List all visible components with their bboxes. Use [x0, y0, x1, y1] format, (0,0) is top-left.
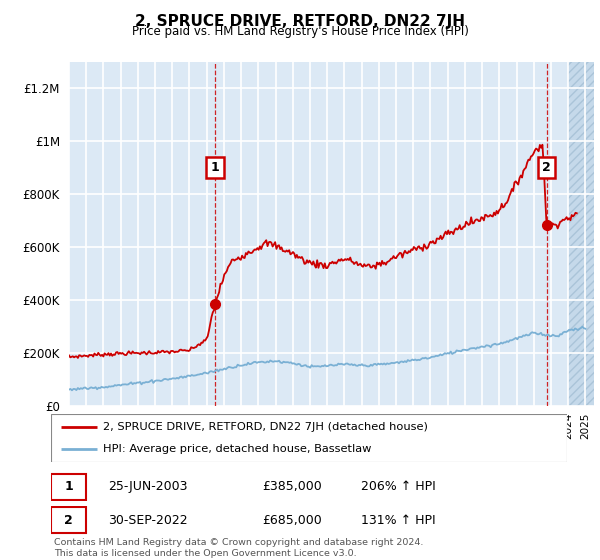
Bar [51, 507, 86, 533]
Text: Price paid vs. HM Land Registry's House Price Index (HPI): Price paid vs. HM Land Registry's House … [131, 25, 469, 38]
Bar [568, 62, 594, 406]
Text: 25-JUN-2003: 25-JUN-2003 [108, 480, 187, 493]
Text: 2, SPRUCE DRIVE, RETFORD, DN22 7JH: 2, SPRUCE DRIVE, RETFORD, DN22 7JH [135, 14, 465, 29]
Text: Contains HM Land Registry data © Crown copyright and database right 2024.
This d: Contains HM Land Registry data © Crown c… [54, 538, 424, 558]
Text: 131% ↑ HPI: 131% ↑ HPI [361, 514, 435, 527]
Text: 2, SPRUCE DRIVE, RETFORD, DN22 7JH (detached house): 2, SPRUCE DRIVE, RETFORD, DN22 7JH (deta… [103, 422, 427, 432]
Text: 2: 2 [64, 514, 73, 527]
Text: 1: 1 [64, 480, 73, 493]
Text: 2: 2 [542, 161, 551, 174]
Text: 206% ↑ HPI: 206% ↑ HPI [361, 480, 436, 493]
Text: HPI: Average price, detached house, Bassetlaw: HPI: Average price, detached house, Bass… [103, 444, 371, 454]
Text: 1: 1 [211, 161, 220, 174]
Bar [51, 474, 86, 500]
Text: £685,000: £685,000 [263, 514, 322, 527]
Text: £385,000: £385,000 [263, 480, 322, 493]
Text: 30-SEP-2022: 30-SEP-2022 [108, 514, 187, 527]
